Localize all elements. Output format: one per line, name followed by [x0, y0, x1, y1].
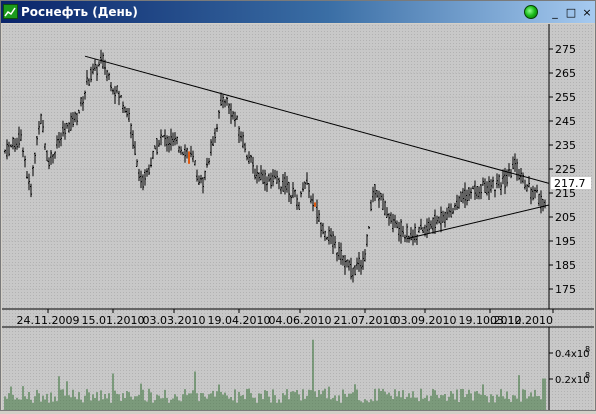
window-title: Роснефть (День) [21, 5, 138, 19]
price-tick-label: 205 [555, 211, 576, 224]
price-axis: 275 265 255 245 235 225 215 205 195 185 175 [549, 43, 576, 296]
current-price-marker: 217.7 [551, 177, 591, 190]
price-tick-label: 175 [555, 283, 576, 296]
price-tick-label: 255 [555, 91, 576, 104]
price-tick-label: 225 [555, 163, 576, 176]
volume-tick-label: 0.2x10 [555, 375, 590, 386]
title-bar[interactable]: Роснефть (День) _ □ × [1, 1, 595, 23]
price-volume-chart[interactable]: 275 265 255 245 235 225 215 205 195 185 175 24.11.… [2, 24, 594, 410]
date-tick-label: 03.03.2010 [143, 314, 206, 327]
grid [2, 48, 549, 290]
minimize-button[interactable]: _ [552, 6, 558, 19]
price-tick-label: 215 [555, 187, 576, 200]
date-tick-label: 24.11.2009 [17, 314, 80, 327]
resistance-trendline[interactable] [84, 55, 550, 184]
price-tick-label: 235 [555, 139, 576, 152]
trendlines[interactable] [84, 55, 550, 240]
support-trendline[interactable] [406, 204, 550, 240]
chart-area[interactable]: 275 265 255 245 235 225 215 205 195 185 175 24.11.… [2, 24, 594, 410]
price-tick-label: 195 [555, 235, 576, 248]
current-price-box [551, 177, 591, 189]
price-tick-label: 265 [555, 67, 576, 80]
date-tick-label: 21.07.2010 [334, 314, 397, 327]
price-tick-label: 245 [555, 115, 576, 128]
close-button[interactable]: × [582, 6, 592, 19]
current-price-label: 217.7 [554, 177, 586, 190]
date-tick-label: 19.04.2010 [208, 314, 271, 327]
date-tick-label: 19.10.2010 [459, 314, 522, 327]
price-tick-label: 275 [555, 43, 576, 56]
connection-status-icon[interactable] [524, 5, 538, 19]
volume-tick-exponent: 8 [585, 345, 590, 354]
price-tick-label: 185 [555, 259, 576, 272]
date-tick-label: 03.09.2010 [394, 314, 457, 327]
price-candles [4, 49, 546, 283]
date-tick-label: 15.01.2010 [82, 314, 145, 327]
volume-tick-label: 0.4x10 [555, 349, 590, 360]
maximize-button[interactable]: □ [565, 6, 577, 19]
volume-tick-exponent: 8 [585, 371, 590, 380]
date-tick-label: 04.06.2010 [269, 314, 332, 327]
chart-app-icon [3, 4, 18, 19]
volume-bars [4, 339, 546, 410]
date-tick-label: 03.12.2010 [490, 314, 553, 327]
